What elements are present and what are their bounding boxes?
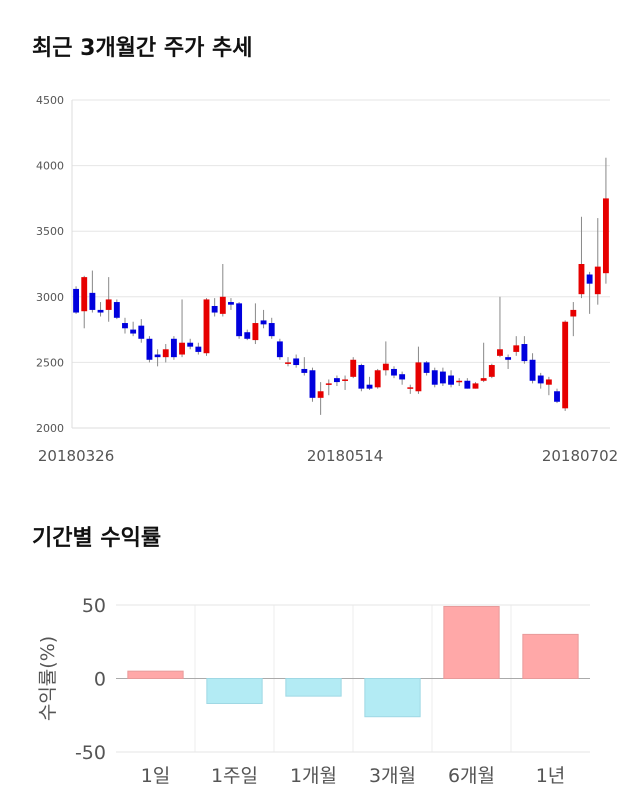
y-tick-label: 50 [82, 595, 106, 617]
candle-body [73, 288, 80, 313]
candle-body [350, 359, 357, 377]
candle-body [179, 342, 185, 355]
returns-title: 기간별 수익률 [32, 526, 162, 551]
candle-body [252, 323, 259, 341]
candle-body [382, 363, 389, 371]
y-tick-label: -50 [75, 742, 106, 764]
candle-body [439, 371, 446, 384]
price-trend-title: 최근 3개월간 주가 추세 [32, 36, 253, 61]
candle-body [456, 380, 463, 383]
return-bar [443, 605, 500, 679]
candle-body [309, 370, 316, 398]
candle-body [488, 365, 495, 377]
y-axis-label: 수익률(%) [37, 636, 59, 721]
candle-body [236, 303, 243, 337]
candle-body [366, 384, 373, 389]
candle-body [399, 374, 406, 380]
x-tick-label: 6개월 [448, 765, 495, 787]
y-tick-label: 4000 [36, 160, 64, 173]
candle-body [464, 380, 471, 389]
y-tick-label: 3000 [36, 291, 64, 304]
candle-body [391, 368, 397, 376]
candle-body [537, 375, 544, 384]
candle-body [317, 391, 324, 398]
candle-body [276, 341, 283, 358]
candle-body [578, 264, 585, 295]
candle-body [374, 370, 381, 388]
candle-body [602, 198, 609, 274]
candle-body [154, 354, 161, 358]
candle-body [505, 357, 512, 360]
x-tick-label: 20180326 [38, 447, 114, 465]
return-bar [522, 633, 579, 679]
candle-body [325, 383, 332, 385]
candle-body [407, 387, 414, 389]
candle-body [521, 344, 528, 362]
candle-body [268, 323, 275, 337]
candle-body [448, 375, 454, 385]
candle-body [228, 302, 234, 305]
candle-body [130, 329, 137, 334]
candle-body [570, 309, 577, 317]
x-tick-label: 1일 [141, 765, 171, 787]
candle-body [358, 365, 365, 389]
candle-body [81, 277, 88, 312]
x-tick-label: 1개월 [290, 765, 337, 787]
candle-body [219, 296, 226, 314]
y-tick-label: 0 [94, 669, 106, 691]
return-bar [206, 678, 263, 704]
candle-body [162, 349, 169, 358]
candle-body [170, 338, 177, 358]
candle-body [203, 299, 210, 354]
candle-body [342, 379, 349, 381]
candle-body [187, 342, 194, 347]
return-bar [364, 678, 421, 718]
candle-body [146, 338, 153, 360]
candle-body [122, 323, 128, 329]
candle-body [554, 391, 560, 402]
candle-body [97, 309, 104, 313]
x-tick-label: 20180702 [542, 447, 618, 465]
candle-body [301, 368, 308, 373]
candle-body [211, 305, 218, 313]
candle-body [89, 292, 96, 310]
x-tick-label: 3개월 [369, 765, 416, 787]
return-bar [127, 670, 184, 680]
candle-body [244, 332, 251, 339]
candle-body [480, 378, 487, 381]
candle-body [285, 362, 291, 364]
x-tick-label: 1주일 [211, 765, 258, 787]
y-tick-label: 2500 [36, 356, 64, 369]
candle-body [423, 362, 430, 373]
candle-body [431, 370, 438, 385]
returns-bar-chart: -50 0 50 1일 1주일 1개월 3개월 6개월 1년 수익률(%) [37, 595, 590, 787]
candle-body [497, 349, 503, 356]
candle-body [138, 325, 145, 339]
candle-body [333, 378, 340, 383]
candle-body [562, 321, 569, 409]
candle-body [260, 320, 267, 325]
x-tick-label: 20180514 [307, 447, 383, 465]
candle-body [545, 379, 552, 385]
y-tick-label: 3500 [36, 225, 64, 238]
candle-body [113, 302, 120, 318]
candlestick-chart: 2000 2500 3000 3500 4000 4500 20180326 20180514… [36, 94, 618, 465]
candle-body [472, 383, 479, 389]
candle-body [594, 266, 601, 295]
return-bar [285, 678, 342, 697]
candle-body [513, 345, 520, 352]
x-tick-label: 1년 [536, 765, 566, 787]
candle-body [415, 362, 422, 392]
candle-body [293, 358, 300, 366]
y-tick-label: 2000 [36, 422, 64, 435]
y-tick-label: 4500 [36, 94, 64, 107]
candle-body [105, 299, 112, 310]
candle-body [529, 359, 536, 381]
candle-body [195, 346, 202, 352]
candle-body [586, 274, 593, 284]
